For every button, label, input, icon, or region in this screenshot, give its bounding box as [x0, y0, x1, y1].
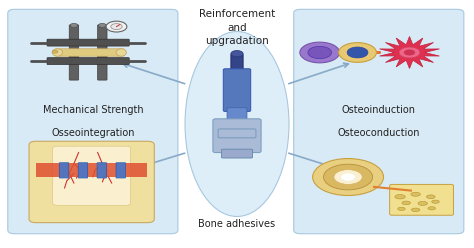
Circle shape [399, 47, 420, 58]
Circle shape [106, 21, 127, 32]
Ellipse shape [418, 201, 428, 205]
Circle shape [52, 50, 58, 53]
FancyBboxPatch shape [8, 9, 178, 234]
Text: Bone adhesives: Bone adhesives [199, 219, 275, 229]
FancyBboxPatch shape [227, 108, 247, 124]
Circle shape [70, 23, 78, 27]
FancyBboxPatch shape [29, 141, 155, 223]
Circle shape [334, 170, 362, 185]
Text: Osteoinduction: Osteoinduction [342, 105, 416, 115]
Text: Mechanical Strength: Mechanical Strength [43, 105, 143, 115]
FancyBboxPatch shape [221, 149, 253, 158]
FancyBboxPatch shape [55, 49, 124, 56]
Circle shape [111, 24, 122, 30]
Circle shape [308, 46, 331, 59]
Ellipse shape [411, 208, 420, 212]
FancyBboxPatch shape [223, 69, 251, 111]
Polygon shape [380, 36, 439, 68]
FancyBboxPatch shape [294, 9, 464, 234]
Circle shape [341, 173, 355, 181]
Circle shape [300, 42, 339, 63]
FancyBboxPatch shape [47, 58, 129, 64]
FancyBboxPatch shape [36, 163, 147, 177]
FancyBboxPatch shape [47, 39, 129, 46]
FancyBboxPatch shape [213, 119, 261, 153]
Ellipse shape [402, 201, 410, 205]
Circle shape [99, 23, 106, 27]
Text: Reinforcement
and
upgradation: Reinforcement and upgradation [199, 9, 275, 46]
FancyBboxPatch shape [59, 163, 69, 178]
Ellipse shape [427, 195, 435, 199]
FancyBboxPatch shape [390, 185, 454, 215]
FancyBboxPatch shape [116, 163, 126, 178]
Ellipse shape [411, 192, 420, 196]
FancyBboxPatch shape [218, 129, 256, 138]
FancyBboxPatch shape [97, 163, 107, 178]
Circle shape [404, 50, 415, 56]
Circle shape [338, 43, 376, 62]
FancyBboxPatch shape [231, 54, 243, 72]
Ellipse shape [52, 49, 63, 56]
FancyBboxPatch shape [53, 146, 131, 205]
Circle shape [231, 51, 243, 57]
Ellipse shape [185, 31, 289, 217]
FancyBboxPatch shape [98, 25, 107, 80]
Circle shape [323, 164, 373, 190]
Circle shape [347, 47, 368, 58]
Ellipse shape [428, 207, 436, 210]
FancyBboxPatch shape [69, 25, 79, 80]
Ellipse shape [116, 49, 127, 56]
FancyBboxPatch shape [78, 163, 88, 178]
Ellipse shape [395, 194, 405, 199]
Ellipse shape [432, 200, 439, 203]
Circle shape [313, 158, 383, 195]
Text: Osteoconduction: Osteoconduction [337, 128, 420, 138]
Text: Osseointegration: Osseointegration [51, 128, 135, 138]
Ellipse shape [398, 207, 405, 211]
